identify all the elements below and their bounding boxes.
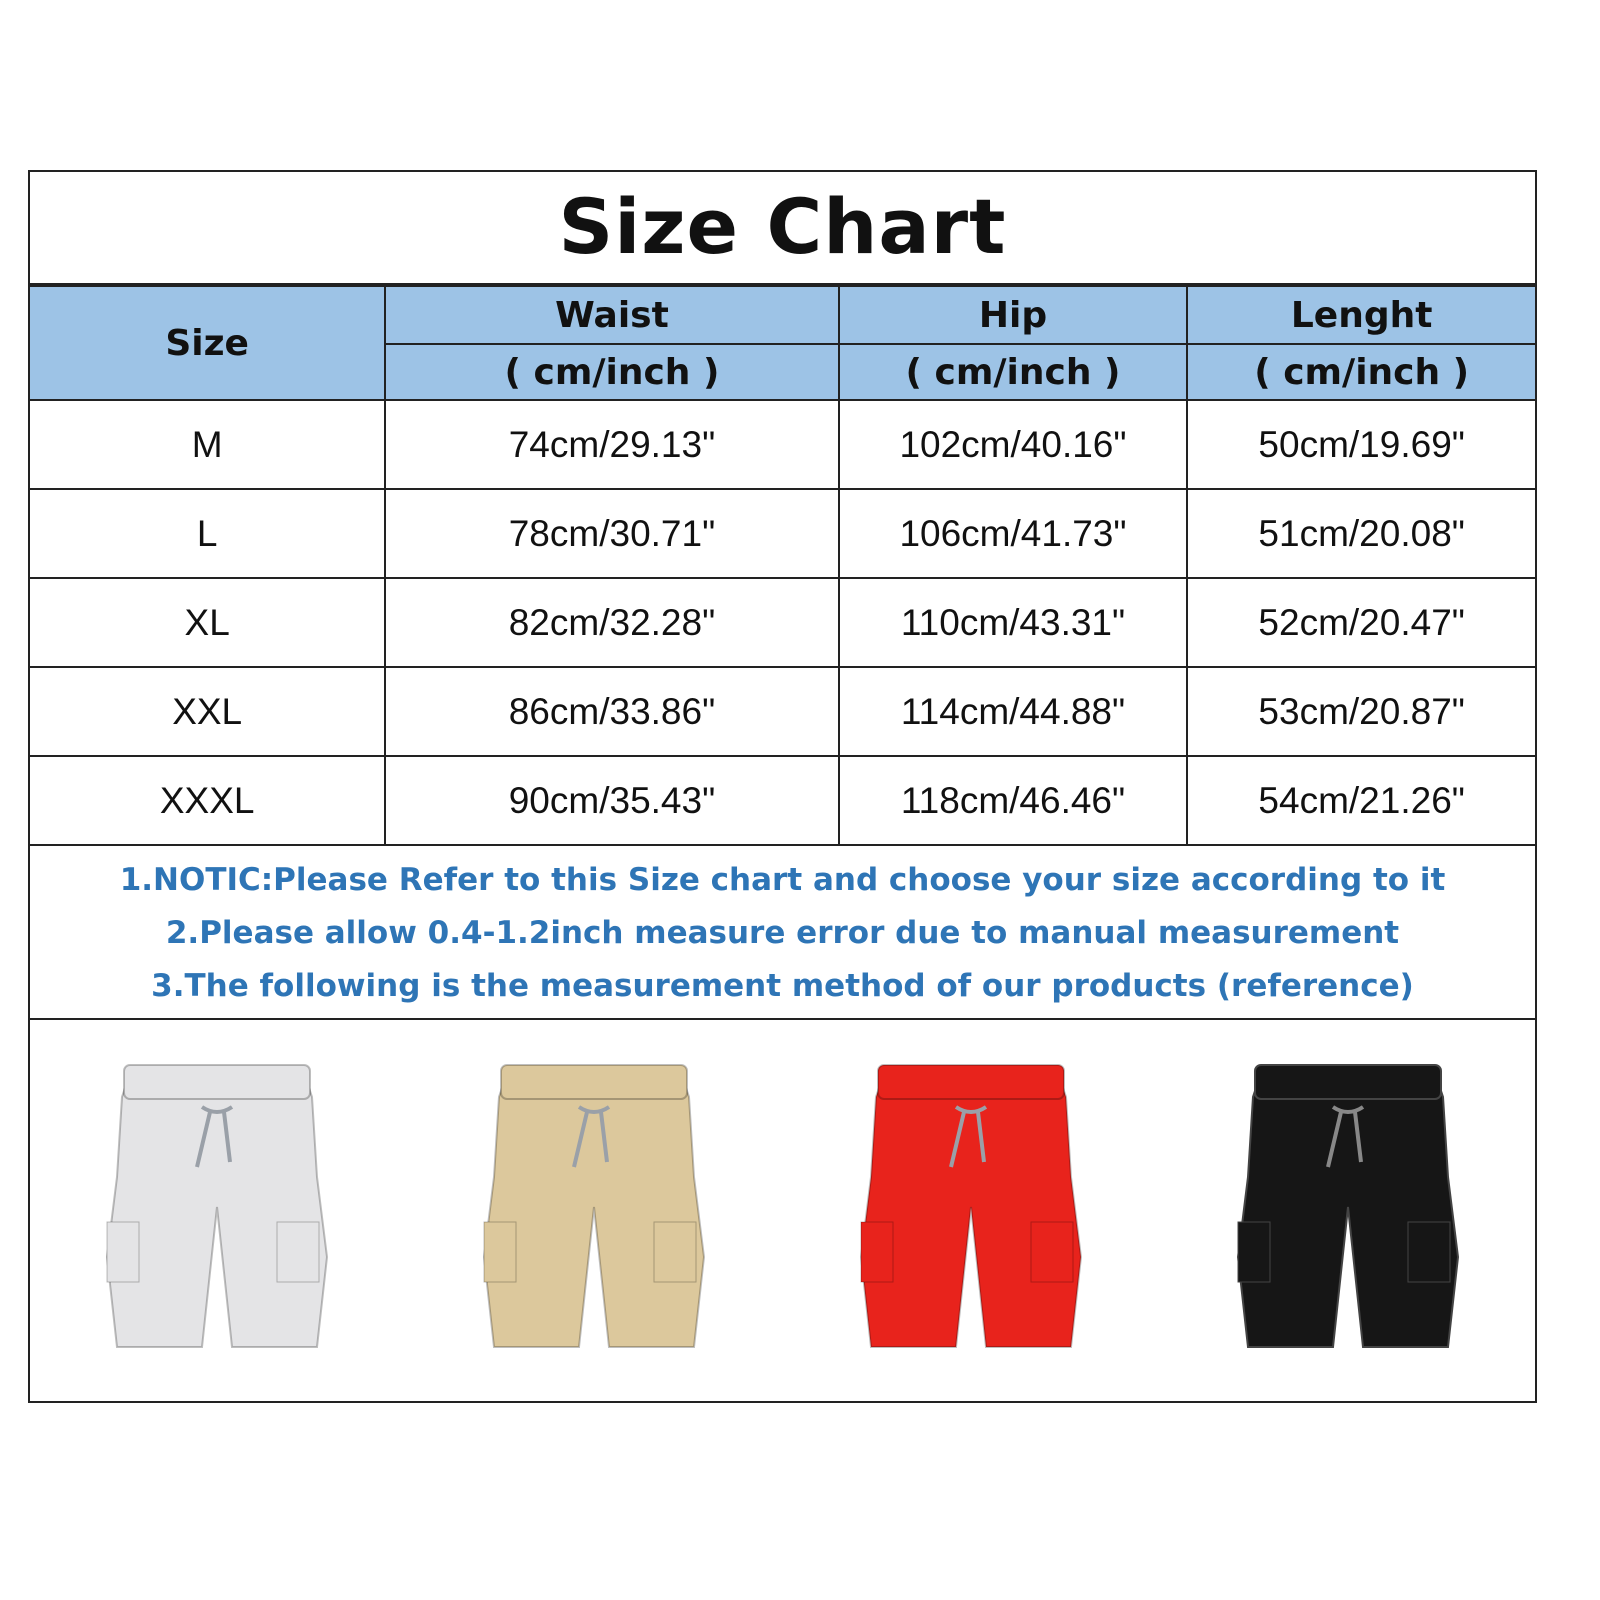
cell-size: XXL	[27, 666, 387, 757]
cell-waist: 90cm/35.43"	[384, 755, 840, 846]
cell-size: XL	[27, 577, 387, 668]
notes: 1.NOTIC:Please Refer to this Size chart …	[28, 848, 1537, 1020]
shorts-image	[1237, 1063, 1460, 1348]
cell-length: 54cm/21.26"	[1186, 755, 1537, 846]
note: 3.The following is the measurement metho…	[151, 967, 1414, 1004]
header-unit: ( cm/inch )	[384, 343, 840, 401]
note: 1.NOTIC:Please Refer to this Size chart …	[119, 862, 1446, 899]
cell-length: 51cm/20.08"	[1186, 488, 1537, 579]
cell-hip: 106cm/41.73"	[837, 488, 1189, 579]
table-row: M 74cm/29.13" 102cm/40.16" 50cm/19.69"	[27, 399, 1537, 490]
cell-hip: 102cm/40.16"	[837, 399, 1189, 490]
cell-hip: 118cm/46.46"	[837, 755, 1189, 846]
cell-hip: 110cm/43.31"	[837, 577, 1189, 668]
cell-length: 53cm/20.87"	[1186, 666, 1537, 757]
table-row: XXXL 90cm/35.43" 118cm/46.46" 54cm/21.26"	[27, 755, 1537, 846]
shorts-image	[860, 1063, 1083, 1348]
header-size: Size	[27, 285, 387, 401]
header-waist: Waist	[384, 285, 840, 345]
header-unit: ( cm/inch )	[1186, 343, 1537, 401]
shorts-image	[105, 1063, 328, 1348]
header-unit: ( cm/inch )	[837, 343, 1189, 401]
cell-size: XXXL	[27, 755, 387, 846]
chart-title: Size Chart	[28, 170, 1537, 285]
header-hip: Hip	[837, 285, 1189, 345]
shorts-image	[482, 1063, 705, 1348]
cell-waist: 82cm/32.28"	[384, 577, 840, 668]
size-table: Size Waist Hip Lenght ( cm/inch ) ( cm/i…	[27, 285, 1537, 846]
cell-length: 50cm/19.69"	[1186, 399, 1537, 490]
table-row: XL 82cm/32.28" 110cm/43.31" 52cm/20.47"	[27, 577, 1537, 668]
cell-waist: 86cm/33.86"	[384, 666, 840, 757]
cell-size: M	[27, 399, 387, 490]
cell-size: L	[27, 488, 387, 579]
table-row: XXL 86cm/33.86" 114cm/44.88" 53cm/20.87"	[27, 666, 1537, 757]
header-length: Lenght	[1186, 285, 1537, 345]
note: 2.Please allow 0.4-1.2inch measure error…	[165, 914, 1400, 951]
cell-waist: 78cm/30.71"	[384, 488, 840, 579]
shorts-images	[28, 1020, 1537, 1403]
cell-waist: 74cm/29.13"	[384, 399, 840, 490]
cell-hip: 114cm/44.88"	[837, 666, 1189, 757]
table-row: L 78cm/30.71" 106cm/41.73" 51cm/20.08"	[27, 488, 1537, 579]
cell-length: 52cm/20.47"	[1186, 577, 1537, 668]
